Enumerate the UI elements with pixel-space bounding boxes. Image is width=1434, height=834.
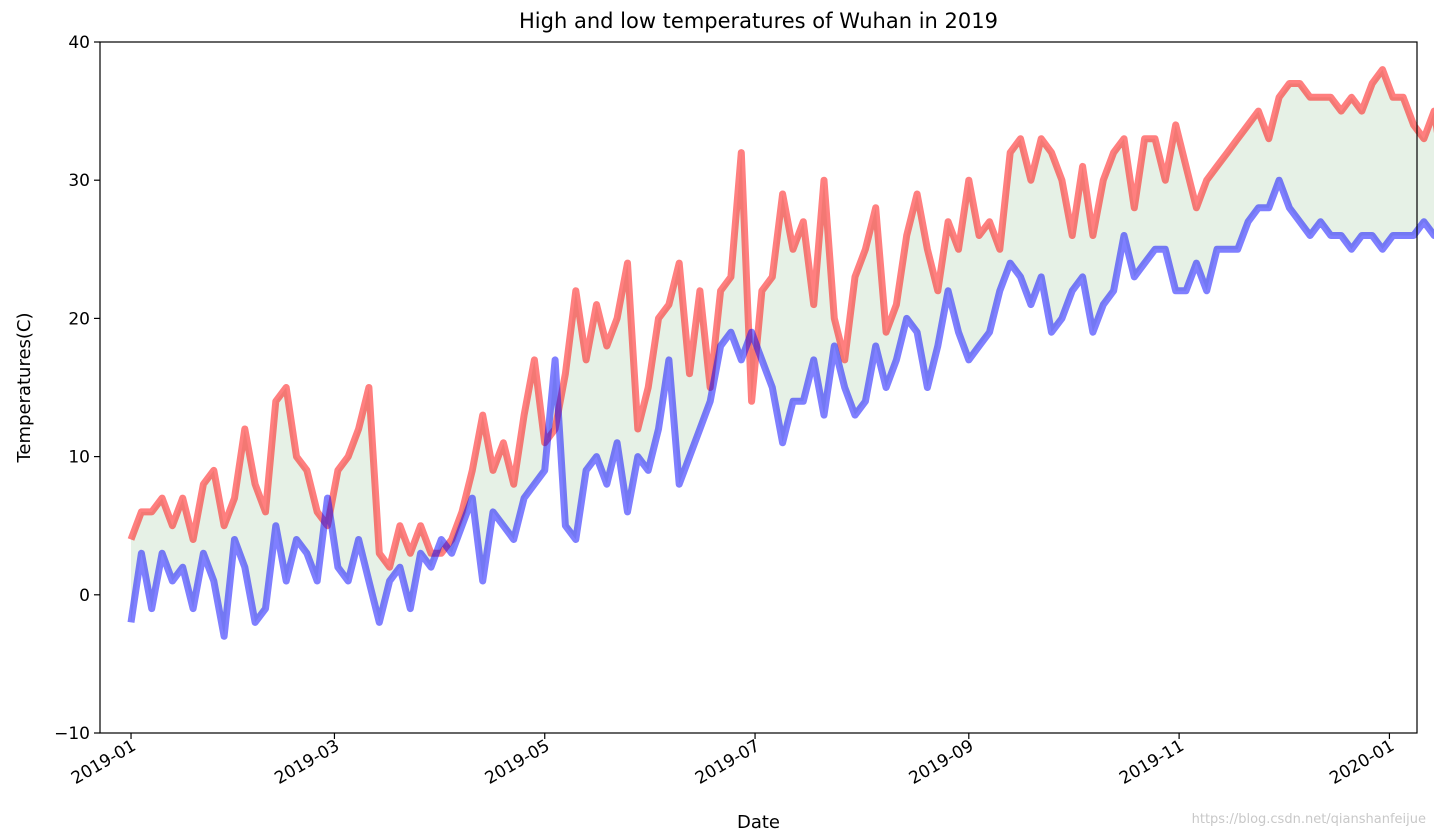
y-tick-label: −10 bbox=[54, 724, 90, 744]
plot-area bbox=[127, 66, 1434, 640]
series-line-low bbox=[127, 176, 1434, 640]
watermark-text: https://blog.csdn.net/qianshanfeijue bbox=[1192, 812, 1426, 827]
chart-title: High and low temperatures of Wuhan in 20… bbox=[519, 9, 998, 33]
fill-between-area bbox=[131, 69, 1434, 637]
y-tick-label: 0 bbox=[79, 586, 90, 606]
y-tick-label: 10 bbox=[68, 448, 90, 468]
y-axis-title: Temperatures(C) bbox=[14, 312, 35, 463]
y-tick-label: 20 bbox=[68, 309, 90, 329]
y-tick-label: 40 bbox=[68, 33, 90, 53]
x-axis-title: Date bbox=[737, 812, 780, 833]
series-line-high bbox=[127, 66, 1434, 571]
axes-frame bbox=[99, 41, 1418, 734]
y-tick-label: 30 bbox=[68, 171, 90, 191]
